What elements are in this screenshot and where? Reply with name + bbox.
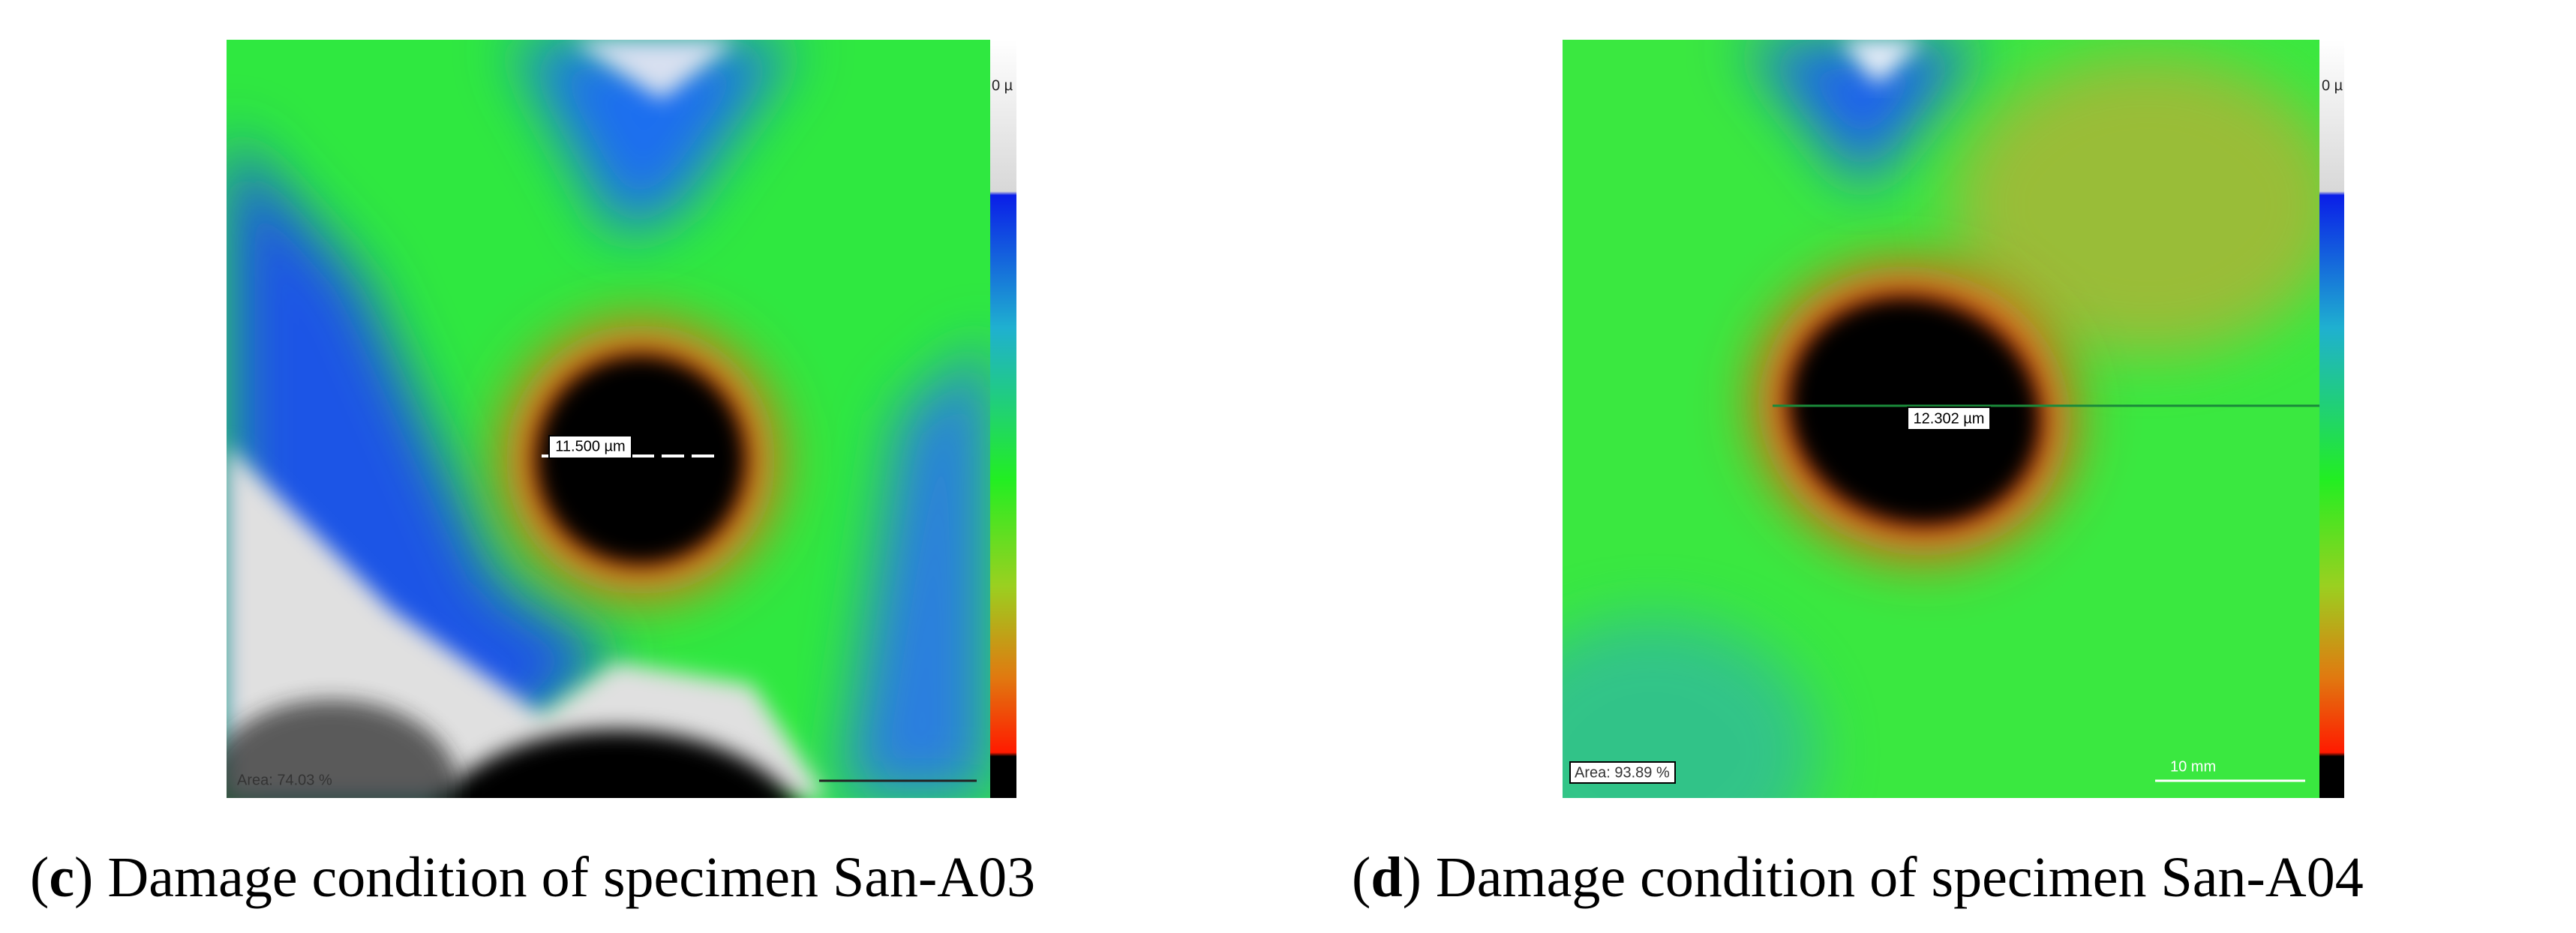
color-bar: [990, 40, 1016, 798]
measurement-label: 11.500 µm: [555, 438, 625, 454]
caption: (d) Damage condition of specimen San-A04: [1352, 846, 2364, 909]
caption-letter: c: [49, 846, 74, 909]
scale-top: 0 µ: [2322, 77, 2343, 94]
caption-text: Damage condition of specimen San-A03: [93, 846, 1035, 909]
caption-close: ): [74, 846, 93, 909]
caption: (c) Damage condition of specimen San-A03: [30, 846, 1035, 909]
caption-open: (: [1352, 846, 1371, 909]
area-label: Area: 74.03 %: [237, 772, 332, 788]
panel-c: 11.500 µm Area: 74.03 % 0 µ: [227, 40, 1016, 798]
caption-letter: d: [1371, 846, 1402, 909]
false-color-image: [1563, 40, 2319, 798]
false-color-image: [227, 40, 990, 798]
scale-top: 0 µ: [992, 77, 1013, 94]
measurement-label: 12.302 µm: [1914, 410, 1985, 427]
caption-close: ): [1403, 846, 1422, 909]
caption-text: Damage condition of specimen San-A04: [1422, 846, 2364, 909]
color-bar: [2319, 40, 2344, 798]
area-label: Area: 93.89 %: [1575, 764, 1670, 781]
caption-open: (: [30, 846, 49, 909]
panel-d: 12.302 µm Area: 93.89 % 10 mm 0 µ: [1563, 40, 2344, 798]
scale-bar-label: 10 mm: [2170, 758, 2216, 775]
